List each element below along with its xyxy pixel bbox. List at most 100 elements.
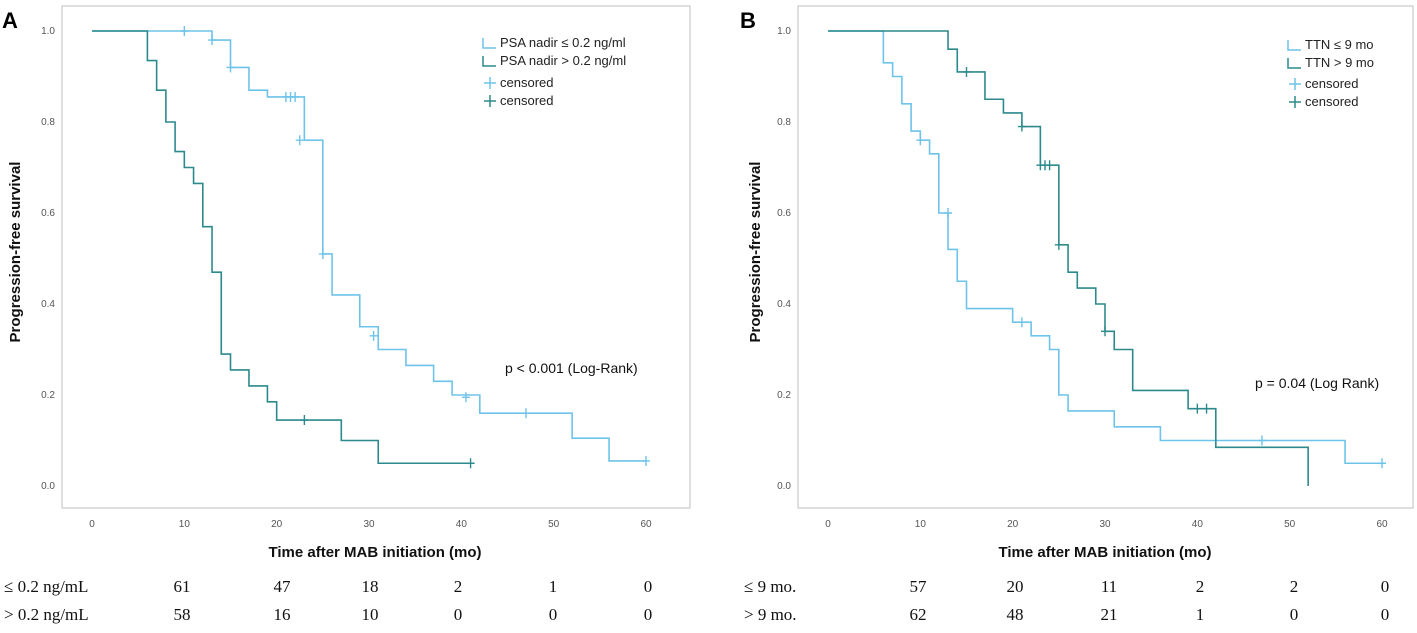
- censor-mark: [1378, 458, 1386, 469]
- risk-cell: 11: [1101, 577, 1117, 596]
- panel-b: B Progression-free survival Time after M…: [740, 5, 1414, 624]
- risk-cell: 0: [644, 577, 653, 596]
- x-axis-label: Time after MAB initiation (mo): [268, 544, 481, 561]
- censor-mark: [208, 35, 217, 46]
- p-value-annotation: p < 0.001 (Log-Rank): [505, 360, 638, 376]
- y-tick-label: 0.2: [41, 390, 55, 401]
- x-tick-label: 60: [640, 519, 652, 530]
- legend-entry-4: censored: [500, 93, 553, 108]
- y-tick-label: 0.2: [777, 390, 791, 401]
- censor-mark: [318, 248, 327, 259]
- risk-cell: 20: [1007, 577, 1024, 596]
- x-tick-label: 30: [1099, 519, 1111, 530]
- censor-mark: [944, 208, 953, 218]
- censor-mark: [1257, 435, 1266, 446]
- y-tick-label: 0.0: [777, 481, 791, 492]
- legend: TTN ≤ 9 mo TTN > 9 mo censored censored: [1287, 37, 1374, 109]
- risk-cell: 2: [1196, 577, 1205, 596]
- y-tick-label: 1.0: [777, 26, 791, 37]
- number-at-risk-table: ≤ 0.2 ng/mL > 0.2 ng/mL 61 47 18 2 1 0 5…: [4, 577, 652, 624]
- y-tick-label: 0.6: [41, 208, 55, 219]
- legend-entry-3: censored: [1305, 76, 1358, 91]
- x-tick-label: 50: [1284, 519, 1296, 530]
- censor-mark: [300, 415, 309, 426]
- panel-label: B: [740, 8, 756, 33]
- y-axis-label: Progression-free survival: [747, 162, 764, 343]
- legend-entry-2: PSA nadir > 0.2 ng/ml: [500, 53, 626, 68]
- x-tick-label: 0: [825, 519, 831, 530]
- risk-row-label: > 9 mo.: [744, 605, 797, 624]
- x-tick-label: 0: [89, 519, 95, 530]
- km-curve-series-2: [828, 30, 1309, 486]
- x-axis-label: Time after MAB initiation (mo): [998, 544, 1211, 561]
- panel-a: A Progression-free survival Time after M…: [2, 5, 691, 624]
- y-tick-label: 0.0: [41, 481, 55, 492]
- risk-cell: 61: [174, 577, 191, 596]
- risk-cell: 0: [549, 605, 558, 624]
- censor-mark: [295, 135, 304, 146]
- censor-mark: [916, 135, 925, 146]
- km-curve-series-1: [828, 30, 1382, 465]
- panel-label: A: [2, 8, 18, 33]
- censor-mark: [521, 408, 530, 419]
- legend-entry-1: PSA nadir ≤ 0.2 ng/ml: [500, 35, 626, 50]
- x-tick-label: 60: [1376, 519, 1388, 530]
- legend-swatch-series-2: [1287, 58, 1301, 69]
- legend-entry-2: TTN > 9 mo: [1305, 55, 1374, 70]
- censor-mark: [369, 330, 378, 341]
- legend-swatch-series-2: [482, 56, 496, 67]
- censor-mark: [1045, 160, 1054, 171]
- risk-row-label: ≤ 0.2 ng/mL: [4, 577, 88, 596]
- km-curve-series-1: [92, 30, 646, 462]
- risk-cell: 0: [1290, 605, 1299, 624]
- risk-cell: 0: [1381, 605, 1390, 624]
- legend-censor-marker-1: [1289, 78, 1301, 90]
- y-axis-label: Progression-free survival: [7, 162, 24, 343]
- censor-mark: [1054, 239, 1063, 250]
- x-tick-label: 20: [271, 519, 283, 530]
- risk-cell: 16: [274, 605, 291, 624]
- risk-row-label: ≤ 9 mo.: [744, 577, 796, 596]
- risk-cell: 2: [1290, 577, 1299, 596]
- censor-mark: [962, 66, 971, 77]
- censor-mark: [461, 392, 470, 403]
- risk-cell: 0: [454, 605, 463, 624]
- risk-cell: 62: [910, 605, 927, 624]
- risk-cell: 1: [549, 577, 558, 596]
- risk-cell: 48: [1007, 605, 1024, 624]
- number-at-risk-table: ≤ 9 mo. > 9 mo. 57 20 11 2 2 0 62 48 21 …: [744, 577, 1389, 624]
- y-tick-label: 0.6: [777, 208, 791, 219]
- plot-frame: [61, 5, 691, 509]
- legend-swatch-series-1: [1287, 40, 1301, 51]
- y-tick-label: 0.4: [41, 299, 55, 310]
- x-tick-label: 50: [548, 519, 560, 530]
- censor-mark: [466, 458, 475, 469]
- censor-mark: [1101, 326, 1109, 337]
- y-tick-label: 0.8: [777, 117, 791, 128]
- risk-cell: 58: [174, 605, 191, 624]
- x-tick-label: 40: [1192, 519, 1204, 530]
- x-tick-label: 40: [456, 519, 468, 530]
- legend-entry-4: censored: [1305, 94, 1358, 109]
- legend-censor-marker-2: [1289, 96, 1301, 108]
- risk-cell: 47: [274, 577, 292, 596]
- censor-mark: [291, 91, 300, 102]
- risk-cell: 18: [362, 577, 379, 596]
- legend-entry-3: censored: [500, 75, 553, 90]
- risk-cell: 0: [644, 605, 653, 624]
- y-tick-label: 1.0: [41, 26, 55, 37]
- censor-mark: [180, 26, 189, 36]
- legend: PSA nadir ≤ 0.2 ng/ml PSA nadir > 0.2 ng…: [482, 35, 626, 108]
- y-tick-label: 0.4: [777, 299, 791, 310]
- censor-mark: [1017, 121, 1026, 132]
- p-value-annotation: p = 0.04 (Log Rank): [1255, 375, 1379, 391]
- risk-cell: 0: [1381, 577, 1390, 596]
- x-tick-label: 20: [1007, 519, 1019, 530]
- risk-row-label: > 0.2 ng/mL: [4, 605, 89, 624]
- legend-censor-marker-2: [484, 95, 496, 107]
- censor-mark: [1202, 403, 1211, 414]
- km-curve-series-2: [92, 30, 471, 465]
- plot-frame: [797, 5, 1414, 509]
- risk-cell: 2: [454, 577, 463, 596]
